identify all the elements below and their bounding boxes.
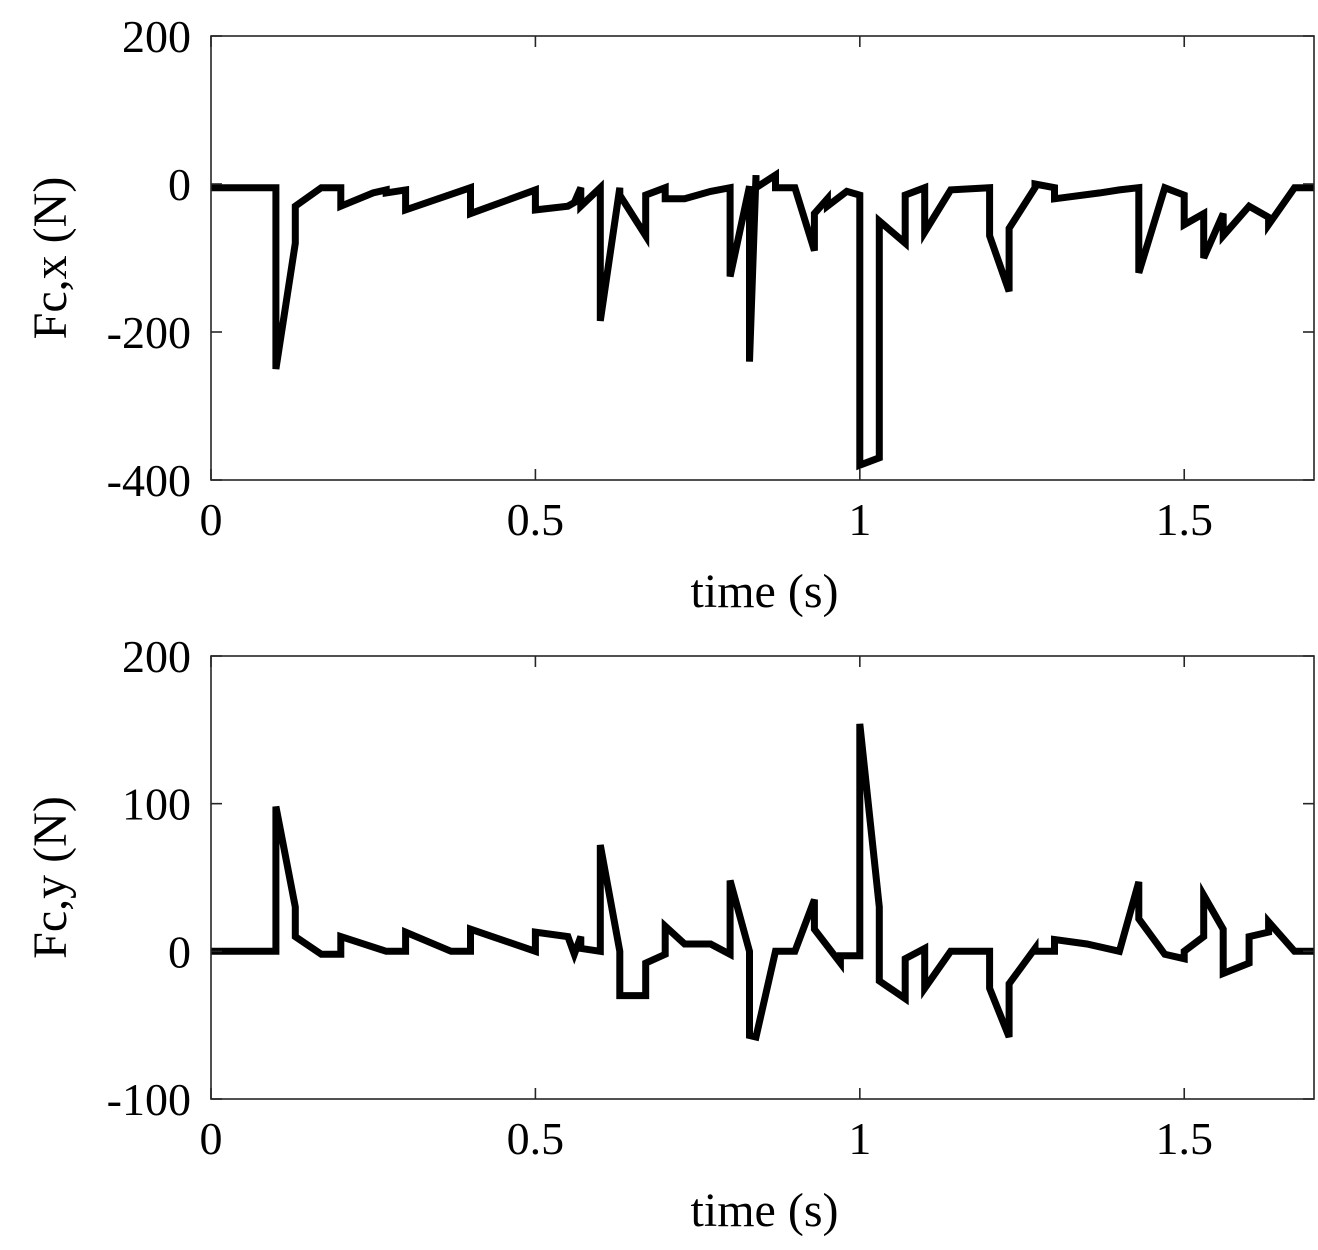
figure-panels: 0 0.5 1 1.5 -400 -200 0 200 time (s) Fc,x (N) 0 0.5… [24,11,1315,1237]
x-tick-label: 1.5 [1155,494,1213,545]
x-tick-label: 0 [200,1113,223,1164]
y-tick-label: 100 [122,779,191,830]
x-axis-label: time (s) [691,565,839,618]
axes-box [210,35,1315,481]
series-line-2-1 [211,723,1314,1042]
x-tick-label: 1.5 [1155,1113,1213,1164]
y-tick-label: -400 [107,455,191,506]
series-line-1-1 [211,168,1314,471]
x-axis-label: time (s) [691,1184,839,1237]
y-tick-label: 200 [122,11,191,62]
y-axis-label: Fc,y (N) [24,796,77,959]
axes-box [210,655,1315,1100]
x-tick-label: 0 [200,494,223,545]
y-tick-label: -100 [107,1074,191,1125]
y-tick-label: -200 [107,307,191,358]
y-tick-label: 200 [122,631,191,682]
y-axis-label: Fc,x (N) [24,177,77,340]
x-tick-label: 0.5 [507,494,565,545]
x-tick-label: 1 [848,1113,871,1164]
x-tick-label: 0.5 [507,1113,565,1164]
y-tick-label: 0 [168,926,191,977]
x-tick-label: 1 [848,494,871,545]
y-tick-label: 0 [168,159,191,210]
chart-panel-1: 0 0.5 1 1.5 -400 -200 0 200 time (s) Fc,x (N) [24,11,1315,618]
